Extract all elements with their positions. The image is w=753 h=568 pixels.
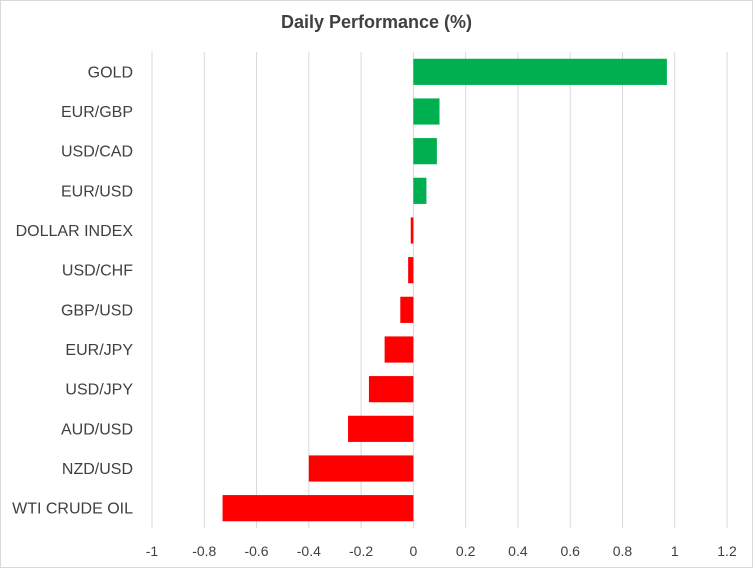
bar	[413, 98, 440, 125]
x-tick-label: -0.2	[349, 543, 373, 559]
x-tick-label: 0	[409, 543, 417, 559]
x-tick-label: 0.6	[560, 543, 580, 559]
x-tick-label: -0.4	[297, 543, 321, 559]
bar	[413, 58, 667, 85]
x-tick-label: 0.4	[508, 543, 528, 559]
bar	[413, 177, 427, 204]
x-tick-label: -1	[146, 543, 159, 559]
bar	[222, 495, 414, 522]
bar	[368, 376, 414, 403]
bar	[400, 296, 414, 323]
chart-title: Daily Performance (%)	[280, 12, 473, 32]
bars	[222, 58, 667, 522]
category-label: GOLD	[88, 64, 133, 81]
bar	[348, 415, 414, 442]
x-tick-labels: -1 -0.8 -0.6 -0.4 -0.2 0 0.2 0.4 0.6 0.8 1 1.2	[146, 543, 737, 559]
category-label: EUR/JPY	[65, 342, 133, 359]
x-tick-label: 0.8	[613, 543, 633, 559]
category-label: EUR/GBP	[61, 104, 133, 121]
category-labels: GOLD EUR/GBP USD/CAD EUR/USD DOLLAR INDEX USD…	[12, 64, 133, 517]
category-label: USD/CHF	[62, 263, 133, 280]
x-tick-label: -0.8	[192, 543, 216, 559]
category-label: WTI CRUDE OIL	[12, 501, 133, 518]
bar	[410, 217, 414, 244]
gridlines	[151, 52, 728, 528]
category-label: AUD/USD	[61, 421, 133, 438]
category-label: EUR/USD	[61, 183, 133, 200]
x-tick-label: 1.2	[717, 543, 737, 559]
bar	[413, 138, 437, 165]
x-tick-label: 0.2	[456, 543, 476, 559]
bar	[408, 257, 414, 284]
category-label: DOLLAR INDEX	[16, 223, 134, 240]
category-label: USD/JPY	[65, 382, 133, 399]
bar	[384, 336, 414, 363]
x-tick-label: -0.6	[244, 543, 268, 559]
category-label: USD/CAD	[61, 144, 133, 161]
category-label: NZD/USD	[62, 461, 133, 478]
category-label: GBP/USD	[61, 302, 133, 319]
bar	[308, 455, 414, 482]
x-tick-label: 1	[671, 543, 679, 559]
